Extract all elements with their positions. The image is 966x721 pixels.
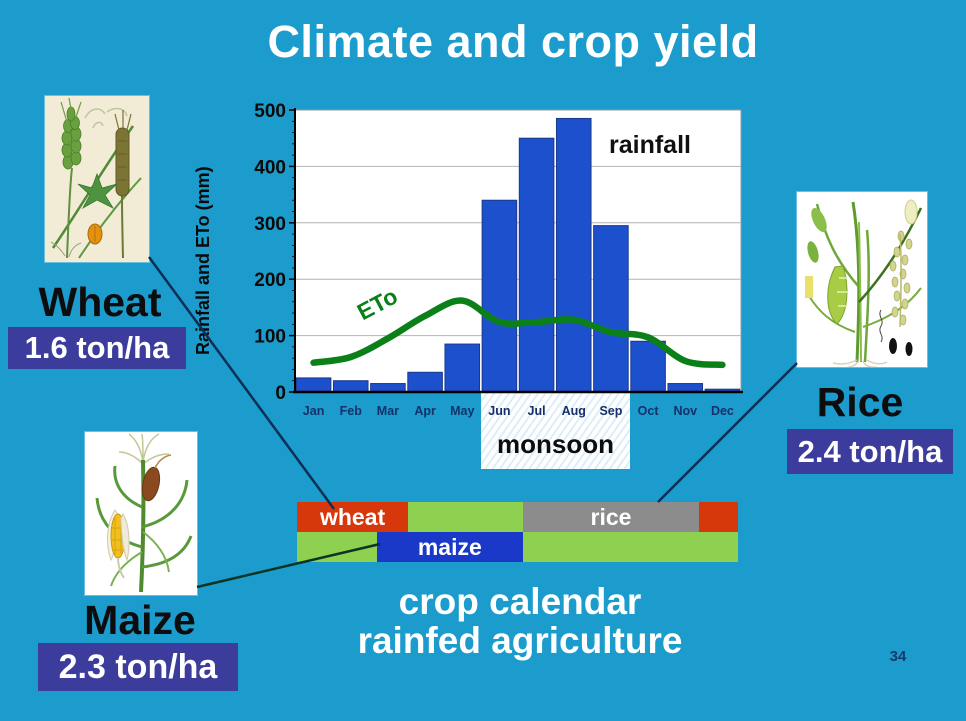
bar-May <box>444 343 481 393</box>
maize-yield-badge: 2.3 ton/ha <box>38 643 238 691</box>
x-tick-label-Mar: Mar <box>377 404 399 418</box>
bar-Sep <box>593 225 629 393</box>
y-tick-label-200: 200 <box>254 270 286 291</box>
wheat-segment-label: wheat <box>319 504 386 530</box>
slide-title: Climate and crop yield <box>267 16 759 67</box>
calendar-segment-fallow <box>408 502 523 532</box>
bar-Jun <box>481 199 518 393</box>
wheat-label: Wheat <box>38 279 162 325</box>
rice-pointer-line <box>657 362 798 503</box>
x-tick-label-Jan: Jan <box>303 404 325 418</box>
x-tick-label-May: May <box>450 404 474 418</box>
calendar-segment-fallow <box>699 502 738 532</box>
bar-Oct <box>630 340 666 393</box>
y-tick-label-300: 300 <box>254 214 286 235</box>
maize-label: Maize <box>84 597 196 643</box>
bar-Jan <box>295 377 332 393</box>
bar-Apr <box>407 371 443 393</box>
maize-illustration <box>85 432 197 595</box>
wheat-illustration <box>45 96 149 262</box>
y-tick-label-500: 500 <box>254 101 286 122</box>
x-tick-label-Feb: Feb <box>340 404 363 418</box>
rice-yield-badge: 2.4 ton/ha <box>787 429 953 474</box>
x-tick-label-Dec: Dec <box>711 404 734 418</box>
calendar-segment-fallow <box>522 532 738 562</box>
bar-Feb <box>332 380 369 393</box>
bar-Mar <box>370 383 406 393</box>
wheat-yield-badge: 1.6 ton/ha <box>8 327 186 369</box>
eto-line <box>310 297 726 369</box>
x-tick-label-Apr: Apr <box>414 404 436 418</box>
chart-y-axis-title: Rainfall and ETo (mm) <box>193 166 213 356</box>
y-tick-label-100: 100 <box>254 327 286 348</box>
rainfall-series-label: rainfall <box>609 131 691 159</box>
crop-calendar: wheat rice maize <box>297 502 738 562</box>
rice-label: Rice <box>816 379 904 425</box>
caption: crop calendar rainfed agriculture <box>280 582 760 660</box>
bar-Aug <box>555 117 592 393</box>
plot-area <box>294 109 742 393</box>
rice-illustration <box>797 192 927 367</box>
calendar-segment-maize: maize <box>376 532 523 562</box>
calendar-row-2: maize <box>297 532 738 562</box>
y-tick-label-0: 0 <box>275 383 286 404</box>
bar-Nov <box>667 383 704 393</box>
monsoon-label: monsoon <box>497 429 614 459</box>
caption-line-2: rainfed agriculture <box>357 620 683 661</box>
calendar-row-1: wheat rice <box>297 502 738 532</box>
calendar-segment-wheat: wheat <box>297 502 409 532</box>
page-number: 34 <box>889 648 907 665</box>
x-tick-label-Nov: Nov <box>673 404 697 418</box>
caption-line-1: crop calendar <box>398 581 642 622</box>
calendar-segment-rice: rice <box>522 502 700 532</box>
x-tick-label-Oct: Oct <box>638 404 660 418</box>
bar-Dec <box>704 388 741 393</box>
maize-segment-label: maize <box>417 534 482 560</box>
bar-Jul <box>518 137 555 393</box>
y-tick-label-400: 400 <box>254 157 286 178</box>
rice-segment-label: rice <box>590 504 632 530</box>
monsoon-box: monsoon <box>481 393 630 469</box>
calendar-segment-fallow <box>297 532 377 562</box>
eto-series-label: ETo <box>353 283 402 326</box>
